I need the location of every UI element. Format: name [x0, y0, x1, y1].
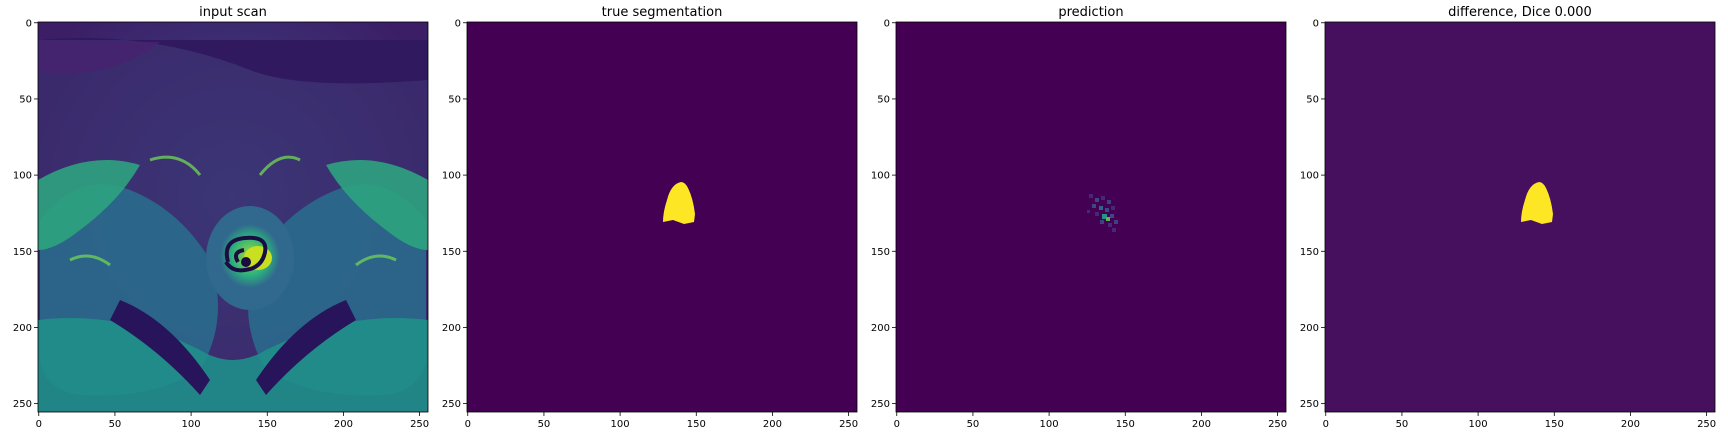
input-scan-y-tick-label-100: 100 — [13, 171, 32, 182]
input-scan-x-tick-label-100: 100 — [182, 419, 201, 430]
true-segmentation-y-tick-label-0: 0 — [455, 18, 461, 29]
image-input-scan-dark-gap-left — [110, 300, 210, 395]
image-input-scan-catheter-tip — [241, 257, 251, 267]
image-input-scan-bright-band-left — [38, 160, 140, 250]
image-input-scan-dark-gap-right — [256, 300, 356, 395]
input-scan-y-tick-label-0: 0 — [26, 18, 32, 29]
difference-y-tick-label-50: 50 — [1306, 94, 1319, 105]
panel-difference: difference, Dice 0.000 0 50 100 150 200 250 0 5… — [1300, 5, 1716, 430]
prediction-x-tick-label-150: 150 — [1116, 419, 1135, 430]
true-segmentation-y-tick-label-100: 100 — [442, 171, 461, 182]
prediction-y-tick-label-200: 200 — [871, 323, 890, 334]
frame-input-scan — [37, 21, 429, 413]
prediction-x-tick-label-200: 200 — [1192, 419, 1211, 430]
true-segmentation-y-tick-label-200: 200 — [442, 323, 461, 334]
input-scan-y-tick-label-200: 200 — [13, 323, 32, 334]
difference-x-tick-label-250: 250 — [1697, 419, 1716, 430]
true-segmentation-y-tick-label-50: 50 — [448, 94, 461, 105]
image-input-scan-top-shadow — [38, 40, 160, 74]
input-scan-y-tick-label-50: 50 — [19, 94, 32, 105]
difference-y-tick-label-150: 150 — [1300, 247, 1319, 258]
prediction-y-tick-label-100: 100 — [871, 171, 890, 182]
true-segmentation-y-tick-label-150: 150 — [442, 247, 461, 258]
prediction-speckle — [1087, 194, 1118, 232]
axis-ticks-input-scan: 0 50 100 150 200 250 0 50 100 150 200 250 — [13, 18, 429, 430]
image-input-scan-bright-streaks — [69, 155, 397, 267]
difference-y-tick-label-0: 0 — [1313, 18, 1319, 29]
true-segmentation-x-tick-label-100: 100 — [611, 419, 630, 430]
axis-ticks-difference: 0 50 100 150 200 250 0 50 100 150 200 250 — [1300, 18, 1716, 430]
frame-difference — [1324, 21, 1716, 413]
image-difference — [1325, 22, 1715, 412]
axis-ticks-prediction: 0 50 100 150 200 250 0 50 100 150 200 250 — [871, 18, 1287, 430]
prediction-y-tick-label-150: 150 — [871, 247, 890, 258]
image-input-scan-upper-dark — [38, 38, 428, 84]
difference-x-tick-label-200: 200 — [1621, 419, 1640, 430]
difference-y-tick-label-200: 200 — [1300, 323, 1319, 334]
image-input-scan-lower-tissue — [38, 318, 428, 412]
frame-prediction — [895, 21, 1287, 413]
panel-input-scan: input scan 0 50 100 150 200 250 0 50 100 150 200 25… — [13, 5, 429, 430]
panel-title-difference: difference, Dice 0.000 — [1448, 5, 1592, 20]
image-input-scan-catheter-loop — [224, 235, 268, 273]
difference-x-tick-label-50: 50 — [1396, 419, 1409, 430]
axis-ticks-true-segmentation: 0 50 100 150 200 250 0 50 100 150 200 250 — [442, 18, 858, 430]
difference-y-tick-label-250: 250 — [1300, 399, 1319, 410]
input-scan-x-tick-label-150: 150 — [258, 419, 277, 430]
prediction-x-tick-label-50: 50 — [967, 419, 980, 430]
input-scan-x-tick-label-250: 250 — [410, 419, 429, 430]
panel-title-prediction: prediction — [1058, 5, 1123, 20]
prediction-x-tick-label-0: 0 — [894, 419, 900, 430]
true-segmentation-y-tick-label-250: 250 — [442, 399, 461, 410]
true-segmentation-x-tick-label-50: 50 — [538, 419, 551, 430]
image-prediction — [896, 22, 1286, 412]
difference-x-tick-label-100: 100 — [1469, 419, 1488, 430]
true-segmentation-x-tick-label-150: 150 — [687, 419, 706, 430]
segmentation-mask-true — [663, 182, 695, 224]
segmentation-mask-difference — [1521, 182, 1553, 224]
true-segmentation-x-tick-label-0: 0 — [465, 419, 471, 430]
prediction-y-tick-label-250: 250 — [871, 399, 890, 410]
input-scan-x-tick-label-0: 0 — [36, 419, 42, 430]
image-input-scan-bright-band-right — [326, 160, 428, 250]
input-scan-y-tick-label-250: 250 — [13, 399, 32, 410]
true-segmentation-x-tick-label-250: 250 — [839, 419, 858, 430]
frame-true-segmentation — [466, 21, 858, 413]
difference-x-tick-label-150: 150 — [1545, 419, 1564, 430]
image-true-segmentation — [467, 22, 857, 412]
prediction-y-tick-label-50: 50 — [877, 94, 890, 105]
input-scan-y-tick-label-150: 150 — [13, 247, 32, 258]
panel-prediction: prediction 0 50 100 150 200 250 0 50 100 150 200 25… — [871, 5, 1287, 430]
input-scan-x-tick-label-50: 50 — [109, 419, 122, 430]
true-segmentation-x-tick-label-200: 200 — [763, 419, 782, 430]
prediction-x-tick-label-250: 250 — [1268, 419, 1287, 430]
prediction-x-tick-label-100: 100 — [1040, 419, 1059, 430]
difference-y-tick-label-100: 100 — [1300, 171, 1319, 182]
panel-title-true-segmentation: true segmentation — [602, 5, 723, 20]
prediction-y-tick-label-0: 0 — [884, 18, 890, 29]
panel-title-input-scan: input scan — [199, 5, 267, 20]
image-input-scan — [38, 22, 428, 412]
difference-x-tick-label-0: 0 — [1323, 419, 1329, 430]
input-scan-x-tick-label-200: 200 — [334, 419, 353, 430]
panel-true-segmentation: true segmentation 0 50 100 150 200 250 0 50 100 1… — [442, 5, 858, 430]
